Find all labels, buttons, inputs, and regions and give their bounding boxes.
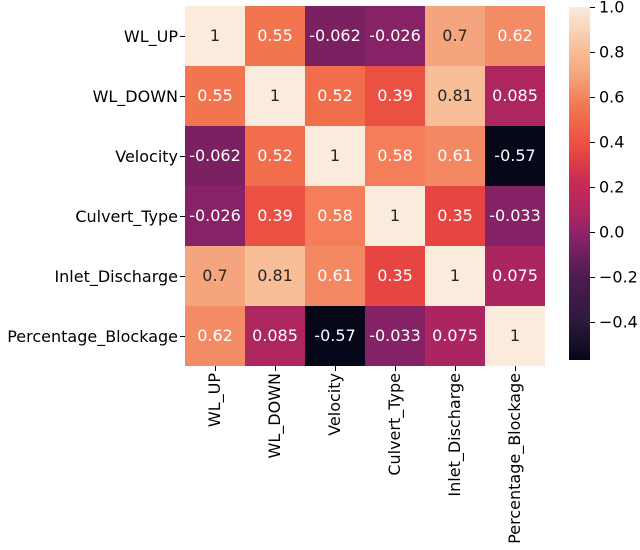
heatmap-cell-Culvert_Type-Velocity: 0.58	[305, 186, 365, 246]
heatmap-cell-Inlet_Discharge-WL_DOWN: 0.81	[245, 246, 305, 306]
colorbar-tick-mark	[590, 276, 595, 278]
heatmap-cell-WL_UP-Inlet_Discharge: 0.7	[425, 6, 485, 66]
heatmap-cell-Inlet_Discharge-Culvert_Type: 0.35	[365, 246, 425, 306]
x-tick-mark	[335, 366, 336, 371]
heatmap-cell-Percentage_Blockage-Percentage_Blockage: 1	[485, 306, 545, 366]
x-tick-label-text: Culvert_Type	[385, 373, 405, 476]
heatmap-cell-WL_DOWN-Inlet_Discharge: 0.81	[425, 66, 485, 126]
colorbar-tick-label-−0.2: −0.2	[599, 267, 638, 287]
heatmap-cell-Velocity-Percentage_Blockage: -0.57	[485, 126, 545, 186]
heatmap-cell-Inlet_Discharge-Inlet_Discharge: 1	[425, 246, 485, 306]
heatmap-cell-WL_DOWN-Percentage_Blockage: 0.085	[485, 66, 545, 126]
heatmap-cell-Inlet_Discharge-Velocity: 0.61	[305, 246, 365, 306]
y-tick-mark	[180, 156, 185, 157]
heatmap-cell-Velocity-Culvert_Type: 0.58	[365, 126, 425, 186]
y-tick-mark	[180, 336, 185, 337]
y-tick-mark	[180, 216, 185, 217]
y-tick-label-Percentage_Blockage: Percentage_Blockage	[7, 326, 178, 346]
y-tick-mark	[180, 36, 185, 37]
heatmap-cell-Inlet_Discharge-WL_UP: 0.7	[185, 246, 245, 306]
colorbar-tick-label-0.4: 0.4	[599, 132, 625, 152]
heatmap-cell-WL_DOWN-Culvert_Type: 0.39	[365, 66, 425, 126]
y-tick-label-WL_UP: WL_UP	[123, 26, 178, 46]
x-tick-mark	[395, 366, 396, 371]
heatmap-cell-Culvert_Type-WL_UP: -0.026	[185, 186, 245, 246]
y-tick-label-Velocity: Velocity	[115, 146, 178, 166]
x-tick-label-text: WL_UP	[205, 373, 225, 428]
heatmap-cell-Velocity-WL_DOWN: 0.52	[245, 126, 305, 186]
colorbar-tick-mark	[590, 321, 595, 323]
y-tick-mark	[180, 276, 185, 277]
heatmap-cell-Percentage_Blockage-Velocity: -0.57	[305, 306, 365, 366]
heatmap-cell-Culvert_Type-Inlet_Discharge: 0.35	[425, 186, 485, 246]
heatmap-cell-WL_UP-WL_DOWN: 0.55	[245, 6, 305, 66]
colorbar-tick-mark	[590, 51, 595, 53]
x-tick-label-Velocity: Velocity	[305, 373, 365, 545]
heatmap-cell-WL_DOWN-WL_DOWN: 1	[245, 66, 305, 126]
x-tick-mark	[215, 366, 216, 371]
y-tick-label-WL_DOWN: WL_DOWN	[92, 86, 178, 106]
x-tick-mark	[515, 366, 516, 371]
colorbar-tick-label-0.2: 0.2	[599, 177, 625, 197]
x-tick-mark	[275, 366, 276, 371]
x-tick-label-text: WL_DOWN	[265, 373, 285, 459]
heatmap-cell-Inlet_Discharge-Percentage_Blockage: 0.075	[485, 246, 545, 306]
x-tick-label-Culvert_Type: Culvert_Type	[365, 373, 425, 545]
heatmap-cell-Percentage_Blockage-Culvert_Type: -0.033	[365, 306, 425, 366]
heatmap-cell-WL_UP-Percentage_Blockage: 0.62	[485, 6, 545, 66]
heatmap-cell-Velocity-WL_UP: -0.062	[185, 126, 245, 186]
colorbar-tick-mark	[590, 186, 595, 188]
heatmap-cell-WL_DOWN-Velocity: 0.52	[305, 66, 365, 126]
colorbar-tick-label-0.8: 0.8	[599, 42, 625, 62]
heatmap-grid: 1 0.55 -0.062 -0.026 0.7 0.62 0.55 1 0.52 0.39 0.8…	[185, 6, 545, 366]
heatmap-cell-Velocity-Inlet_Discharge: 0.61	[425, 126, 485, 186]
colorbar-gradient	[569, 7, 590, 360]
heatmap-cell-Culvert_Type-WL_DOWN: 0.39	[245, 186, 305, 246]
x-tick-label-text: Inlet_Discharge	[445, 373, 465, 497]
x-tick-label-WL_DOWN: WL_DOWN	[245, 373, 305, 545]
colorbar-tick-mark	[590, 96, 595, 98]
colorbar-tick-mark	[590, 231, 595, 233]
heatmap-cell-Percentage_Blockage-Inlet_Discharge: 0.075	[425, 306, 485, 366]
heatmap-cell-Percentage_Blockage-WL_UP: 0.62	[185, 306, 245, 366]
colorbar-tick-label-0.6: 0.6	[599, 87, 625, 107]
colorbar-tick-label-−0.4: −0.4	[599, 312, 638, 332]
x-tick-label-WL_UP: WL_UP	[185, 373, 245, 545]
x-tick-label-text: Percentage_Blockage	[505, 373, 525, 544]
heatmap-cell-WL_UP-Culvert_Type: -0.026	[365, 6, 425, 66]
heatmap-cell-Velocity-Velocity: 1	[305, 126, 365, 186]
colorbar-tick-label-0.0: 0.0	[599, 222, 625, 242]
colorbar-tick-mark	[590, 7, 595, 8]
heatmap-cell-WL_UP-WL_UP: 1	[185, 6, 245, 66]
x-tick-label-Inlet_Discharge: Inlet_Discharge	[425, 373, 485, 545]
colorbar-tick-mark	[590, 141, 595, 143]
heatmap-cell-Culvert_Type-Culvert_Type: 1	[365, 186, 425, 246]
y-tick-label-Inlet_Discharge: Inlet_Discharge	[54, 266, 178, 286]
x-tick-label-text: Velocity	[325, 373, 345, 436]
heatmap-cell-WL_DOWN-WL_UP: 0.55	[185, 66, 245, 126]
heatmap-cell-Culvert_Type-Percentage_Blockage: -0.033	[485, 186, 545, 246]
heatmap-cell-WL_UP-Velocity: -0.062	[305, 6, 365, 66]
y-tick-label-Culvert_Type: Culvert_Type	[75, 206, 178, 226]
y-tick-mark	[180, 96, 185, 97]
x-tick-label-Percentage_Blockage: Percentage_Blockage	[485, 373, 545, 545]
x-tick-mark	[455, 366, 456, 371]
heatmap-cell-Percentage_Blockage-WL_DOWN: 0.085	[245, 306, 305, 366]
colorbar-tick-label-1.0: 1.0	[599, 0, 625, 17]
